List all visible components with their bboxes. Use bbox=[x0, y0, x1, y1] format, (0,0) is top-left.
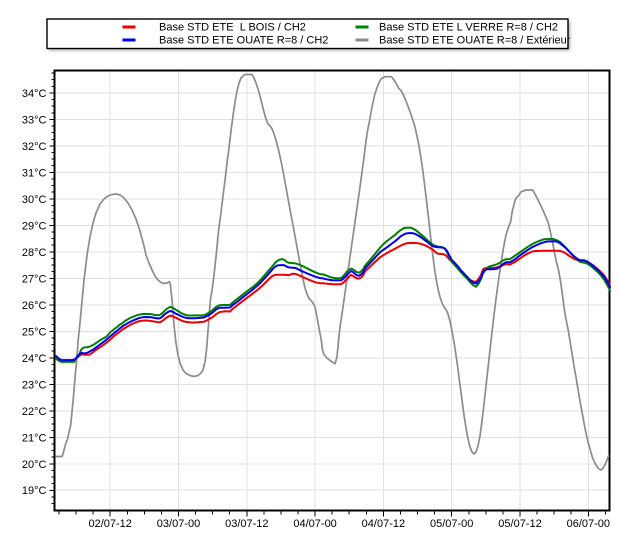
svg-text:32°C: 32°C bbox=[22, 141, 47, 153]
svg-text:02/07-12: 02/07-12 bbox=[88, 518, 131, 530]
svg-text:19°C: 19°C bbox=[22, 485, 47, 497]
svg-text:34°C: 34°C bbox=[22, 88, 47, 100]
svg-text:33°C: 33°C bbox=[22, 114, 47, 126]
svg-text:05/07-12: 05/07-12 bbox=[498, 518, 541, 530]
svg-text:25°C: 25°C bbox=[22, 326, 47, 338]
svg-text:20°C: 20°C bbox=[22, 459, 47, 471]
svg-text:Base STD ETE L VERRE R=8 / CH2: Base STD ETE L VERRE R=8 / CH2 bbox=[379, 22, 558, 34]
svg-text:06/07-00: 06/07-00 bbox=[567, 518, 610, 530]
svg-text:Base STD ETE OUATE R=8 / CH2: Base STD ETE OUATE R=8 / CH2 bbox=[159, 35, 328, 47]
svg-text:23°C: 23°C bbox=[22, 379, 47, 391]
svg-text:Base STD ETE L BOIS / CH2: Base STD ETE L BOIS / CH2 bbox=[159, 22, 306, 34]
svg-text:05/07-00: 05/07-00 bbox=[430, 518, 473, 530]
svg-text:31°C: 31°C bbox=[22, 167, 47, 179]
svg-text:30°C: 30°C bbox=[22, 194, 47, 206]
svg-text:26°C: 26°C bbox=[22, 300, 47, 312]
svg-text:04/07-12: 04/07-12 bbox=[362, 518, 405, 530]
svg-text:22°C: 22°C bbox=[22, 406, 47, 418]
svg-text:24°C: 24°C bbox=[22, 353, 47, 365]
svg-text:28°C: 28°C bbox=[22, 247, 47, 259]
svg-text:03/07-12: 03/07-12 bbox=[225, 518, 268, 530]
svg-text:03/07-00: 03/07-00 bbox=[157, 518, 200, 530]
svg-text:04/07-00: 04/07-00 bbox=[293, 518, 336, 530]
svg-text:29°C: 29°C bbox=[22, 220, 47, 232]
svg-text:Base STD ETE OUATE R=8 / Extér: Base STD ETE OUATE R=8 / Extérieur bbox=[379, 35, 571, 47]
svg-text:21°C: 21°C bbox=[22, 432, 47, 444]
svg-text:27°C: 27°C bbox=[22, 273, 47, 285]
